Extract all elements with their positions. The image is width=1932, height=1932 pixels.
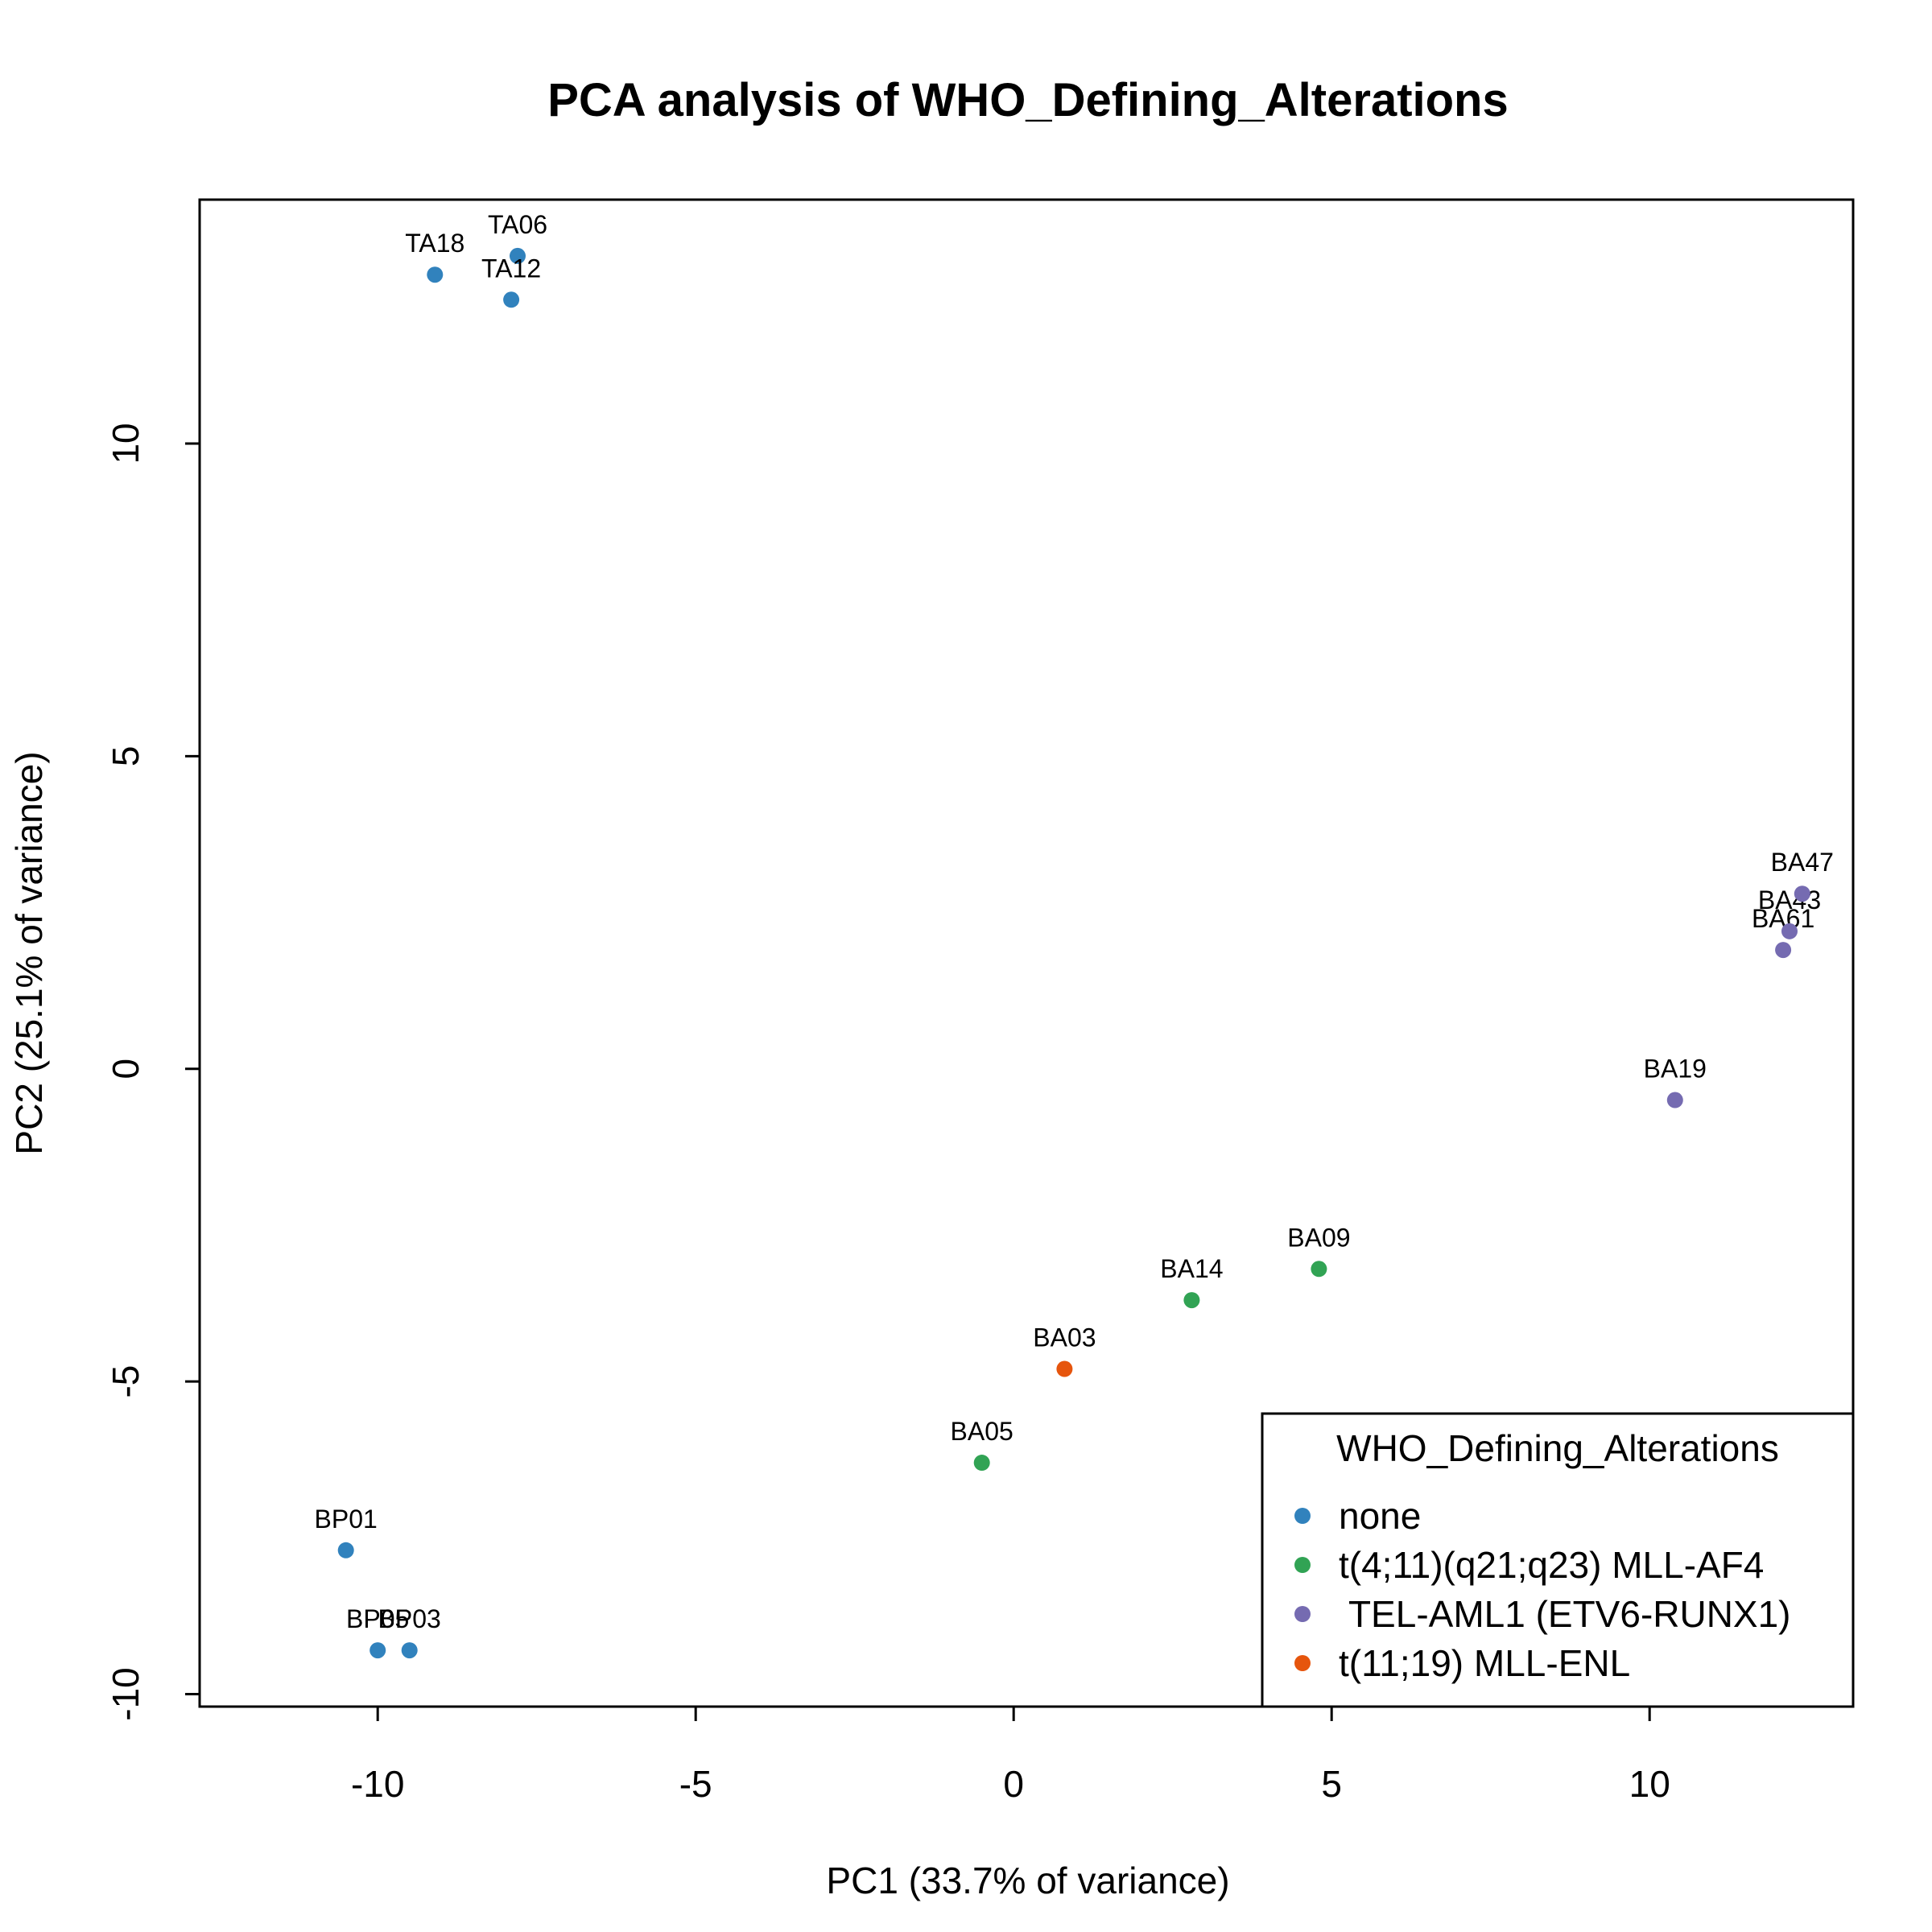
legend-label: none bbox=[1339, 1495, 1421, 1537]
chart-title: PCA analysis of WHO_Defining_Alterations bbox=[547, 74, 1509, 126]
point-label: BA43 bbox=[1758, 886, 1821, 914]
point-label: BP05 bbox=[346, 1604, 409, 1633]
x-tick-label: 10 bbox=[1629, 1763, 1670, 1805]
legend-marker bbox=[1294, 1606, 1311, 1622]
x-tick-label: 0 bbox=[1003, 1763, 1024, 1805]
y-tick-label: 10 bbox=[105, 423, 147, 464]
x-tick-label: -10 bbox=[351, 1763, 404, 1805]
legend-marker bbox=[1294, 1655, 1311, 1671]
data-point bbox=[973, 1455, 990, 1472]
point-label: TA06 bbox=[488, 210, 547, 239]
legend-entries: none t(4;11)(q21;q23) MLL-AF4 TEL-AML1 (E… bbox=[1294, 1495, 1791, 1684]
point-label: BA47 bbox=[1771, 848, 1834, 877]
legend-label: t(11;19) MLL-ENL bbox=[1339, 1642, 1630, 1684]
data-point bbox=[337, 1542, 354, 1558]
legend-label: TEL-AML1 (ETV6-RUNX1) bbox=[1339, 1593, 1791, 1635]
data-point bbox=[427, 266, 444, 283]
point-label: BA03 bbox=[1033, 1323, 1096, 1352]
x-tick-label: -5 bbox=[679, 1763, 712, 1805]
legend: WHO_Defining_Alterations none t(4;11)(q21… bbox=[1261, 1412, 1855, 1708]
data-point bbox=[1781, 923, 1798, 939]
legend-title: WHO_Defining_Alterations bbox=[1336, 1427, 1779, 1469]
point-label: BA09 bbox=[1287, 1223, 1350, 1252]
data-point bbox=[1775, 942, 1792, 959]
point-label: BA14 bbox=[1160, 1254, 1223, 1283]
data-point bbox=[369, 1642, 386, 1659]
y-tick-label: 0 bbox=[105, 1059, 147, 1080]
data-point bbox=[510, 247, 526, 264]
data-point bbox=[1311, 1261, 1327, 1278]
plot-frame bbox=[198, 198, 1855, 1708]
point-label: BA19 bbox=[1644, 1055, 1707, 1084]
data-point bbox=[1183, 1292, 1200, 1309]
y-axis-title: PC2 (25.1% of variance) bbox=[8, 751, 50, 1154]
legend-box bbox=[1261, 1412, 1855, 1708]
point-label: BP03 bbox=[378, 1604, 441, 1633]
data-point bbox=[1794, 886, 1810, 902]
y-tick-label: -5 bbox=[105, 1365, 147, 1398]
data-point bbox=[1666, 1092, 1683, 1108]
y-tick-label: -10 bbox=[105, 1667, 147, 1720]
point-label: TA18 bbox=[405, 229, 464, 258]
x-axis-title: PC1 (33.7% of variance) bbox=[826, 1860, 1229, 1901]
point-label: BA05 bbox=[951, 1417, 1013, 1446]
legend-label: t(4;11)(q21;q23) MLL-AF4 bbox=[1339, 1544, 1764, 1586]
x-tick-label: 5 bbox=[1321, 1763, 1342, 1805]
point-label: TA12 bbox=[481, 254, 541, 283]
legend-marker bbox=[1294, 1508, 1311, 1524]
data-point bbox=[503, 291, 520, 308]
y-tick-label: 5 bbox=[105, 746, 147, 767]
point-label: BP01 bbox=[315, 1505, 378, 1534]
data-point bbox=[401, 1642, 418, 1659]
legend-marker bbox=[1294, 1557, 1311, 1573]
data-point bbox=[1056, 1360, 1073, 1377]
